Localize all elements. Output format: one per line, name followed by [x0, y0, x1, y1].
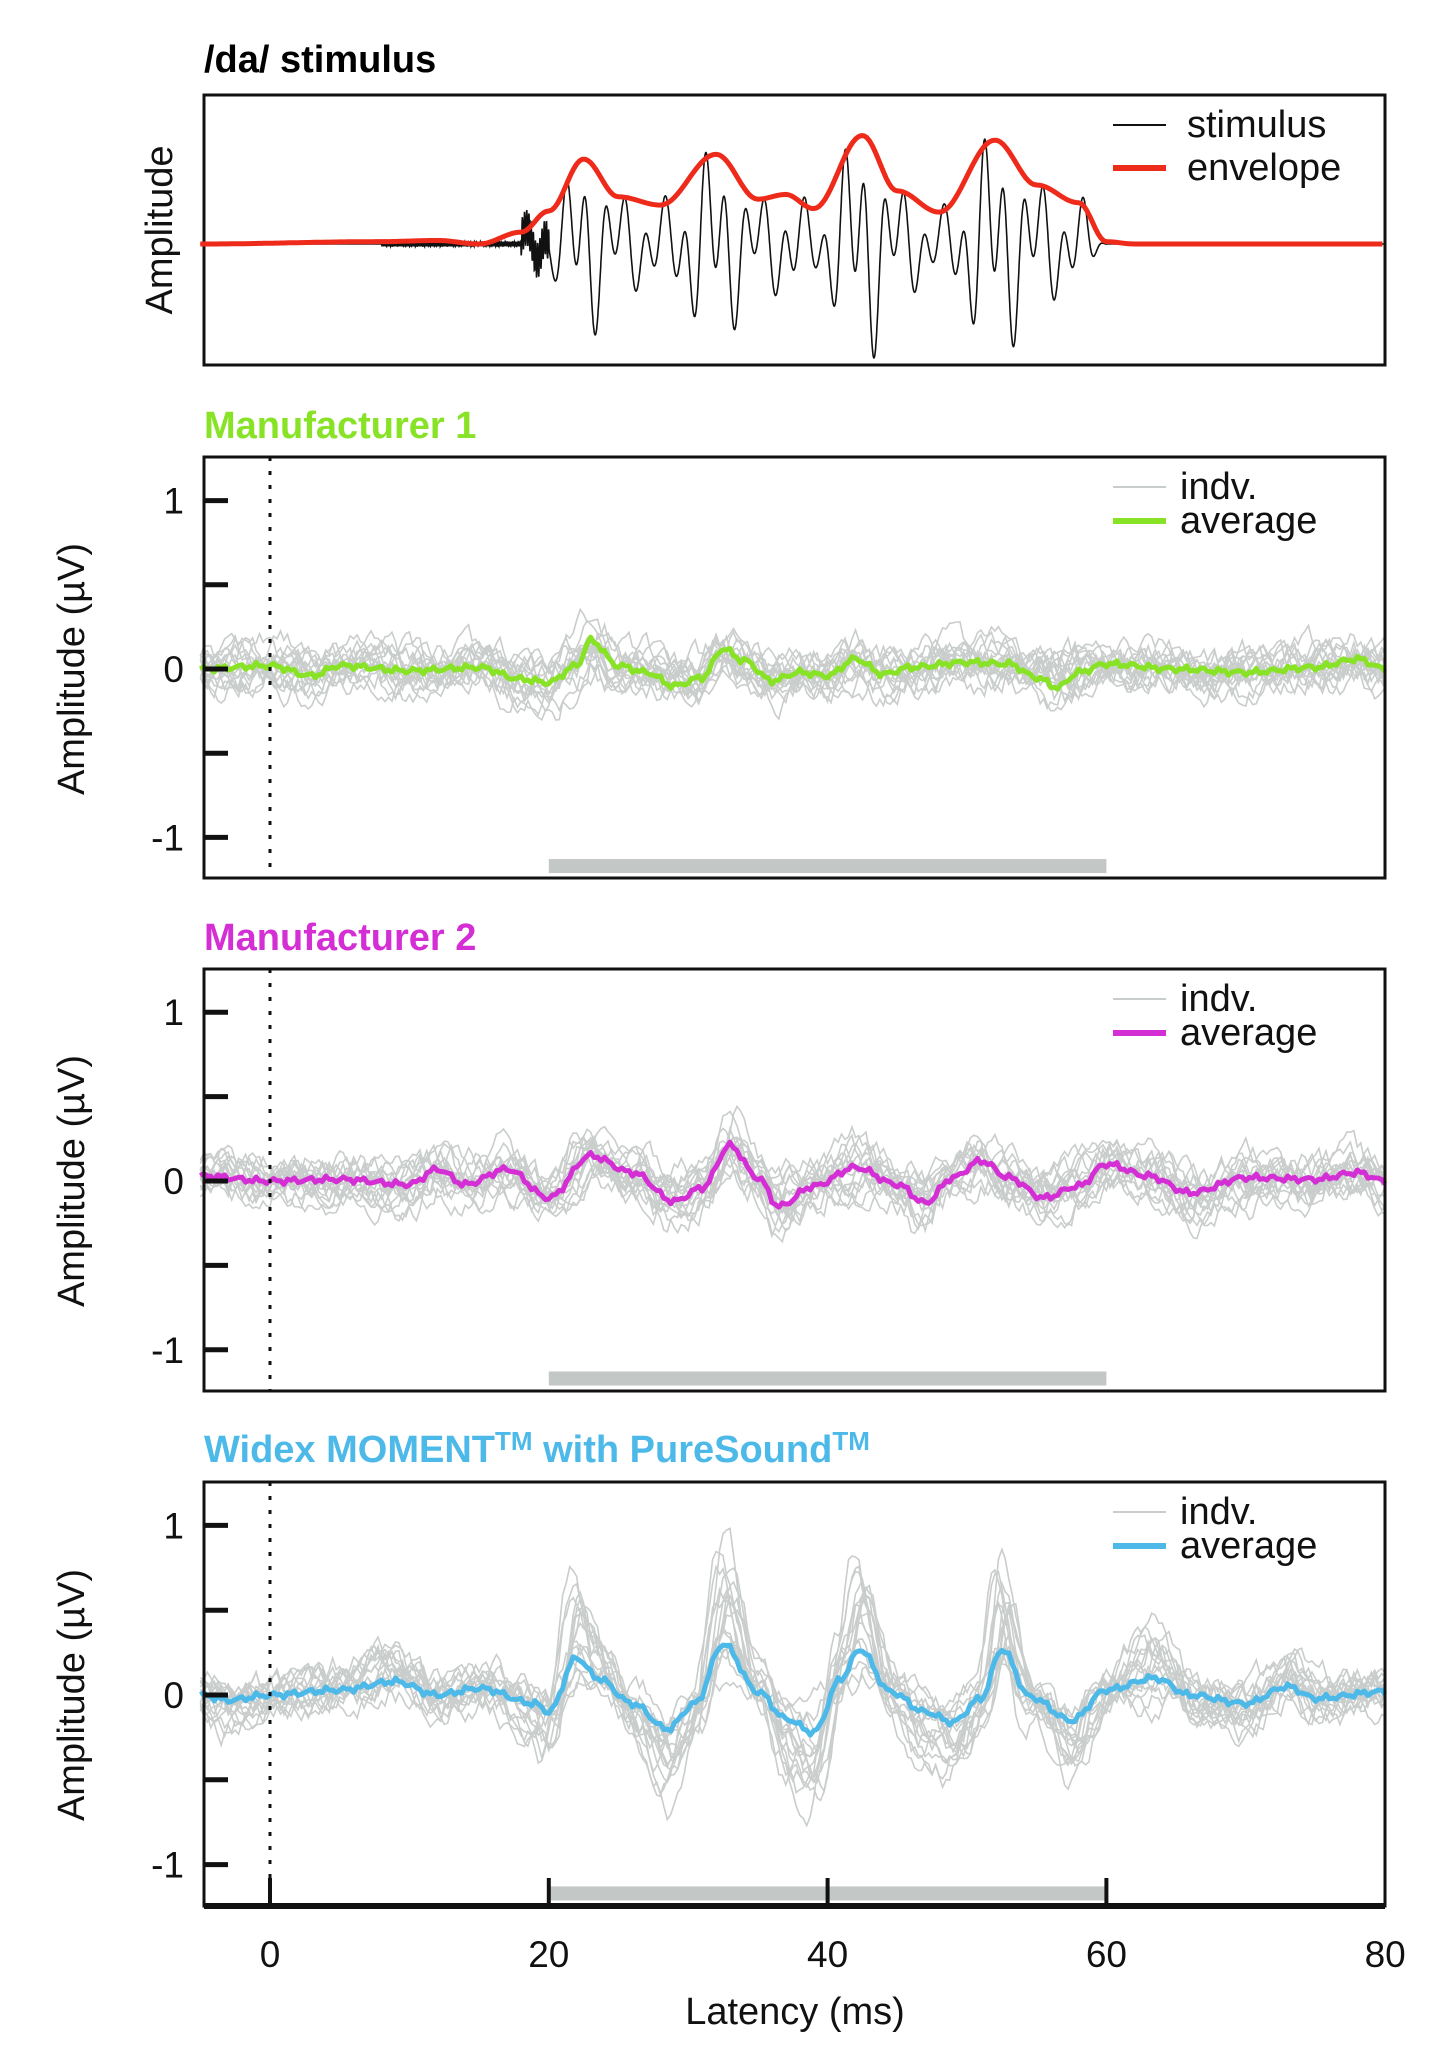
panel-title-manufacturer2: Manufacturer 2	[204, 917, 476, 959]
legend-label-indv: indv.	[1180, 466, 1257, 508]
y-tick-label: 1	[163, 1505, 184, 1546]
title-part: TM	[495, 1426, 533, 1456]
plot-frame-stimulus	[202, 93, 1387, 367]
average-trace-widex	[199, 1642, 1388, 1738]
panel-manufacturer1: Manufacturer 1 1 0 -1 Amplitude (µV) indv.ave…	[51, 405, 1388, 880]
envelope-line	[200, 133, 1383, 247]
panel-title-manufacturer1: Manufacturer 1	[204, 405, 476, 447]
individual-trace	[199, 1580, 1386, 1784]
y-tick-label: 1	[163, 481, 184, 522]
y-tick-label: -1	[151, 817, 184, 858]
individual-trace	[200, 623, 1386, 709]
legend-label-stimulus: stimulus	[1187, 104, 1326, 146]
panel-title-widex: Widex MOMENTTM with PureSoundTM	[204, 1426, 870, 1471]
x-tick-label: 20	[528, 1934, 569, 1975]
x-axis-label: Latency (ms)	[685, 1991, 905, 2033]
individual-trace	[199, 631, 1386, 708]
individual-trace	[199, 1124, 1386, 1240]
individual-trace	[199, 1602, 1386, 1779]
x-tick-label: 40	[807, 1934, 848, 1975]
individual-trace	[199, 1580, 1386, 1802]
individual-trace	[199, 625, 1386, 721]
y-tick-label: 0	[163, 1161, 184, 1202]
legend-label-indv: indv.	[1180, 1491, 1257, 1533]
legend-label-average: average	[1180, 1525, 1317, 1567]
y-axis-label-manufacturer2: Amplitude (µV)	[51, 1055, 93, 1307]
individual-trace	[200, 1136, 1386, 1227]
legend-label-average: average	[1180, 1012, 1317, 1054]
title-part: TM	[832, 1426, 870, 1456]
legend-label-average: average	[1180, 500, 1317, 542]
panel-manufacturer2: Manufacturer 2 1 0 -1 Amplitude (µV) indv.ave…	[51, 917, 1388, 1393]
analysis-window-bar	[548, 859, 1107, 874]
individual-trace	[199, 1650, 1386, 1740]
individual-trace	[199, 1593, 1386, 1777]
individual-trace	[199, 1647, 1386, 1750]
x-tick-label: 60	[1086, 1934, 1127, 1975]
y-axis-label-manufacturer1: Amplitude (µV)	[51, 543, 93, 795]
panel-widex: Widex MOMENTTM with PureSoundTM10-1Ampli…	[51, 1426, 1406, 2033]
y-tick-label: -1	[151, 1330, 184, 1371]
average-trace-manufacturer1	[198, 634, 1388, 692]
title-part: with PureSound	[533, 1429, 833, 1471]
y-tick-label: 1	[163, 992, 184, 1033]
y-tick-label: 0	[163, 649, 184, 690]
title-part: Widex MOMENT	[204, 1429, 495, 1471]
legend-label-indv: indv.	[1180, 978, 1257, 1020]
x-tick-label: 0	[260, 1934, 281, 1975]
panel-title-stimulus: /da/ stimulus	[204, 39, 436, 81]
y-axis-label-widex: Amplitude (µV)	[51, 1569, 93, 1821]
legend-label-envelope: envelope	[1187, 147, 1341, 189]
y-axis-label-stimulus: Amplitude	[139, 146, 181, 315]
individual-trace	[199, 1128, 1386, 1219]
y-tick-label: 0	[163, 1675, 184, 1716]
individual-trace	[199, 1140, 1386, 1223]
x-tick-label: 80	[1365, 1934, 1406, 1975]
average-trace-manufacturer2	[199, 1139, 1388, 1210]
y-tick-label: -1	[151, 1845, 184, 1886]
analysis-window-bar	[548, 1371, 1107, 1386]
